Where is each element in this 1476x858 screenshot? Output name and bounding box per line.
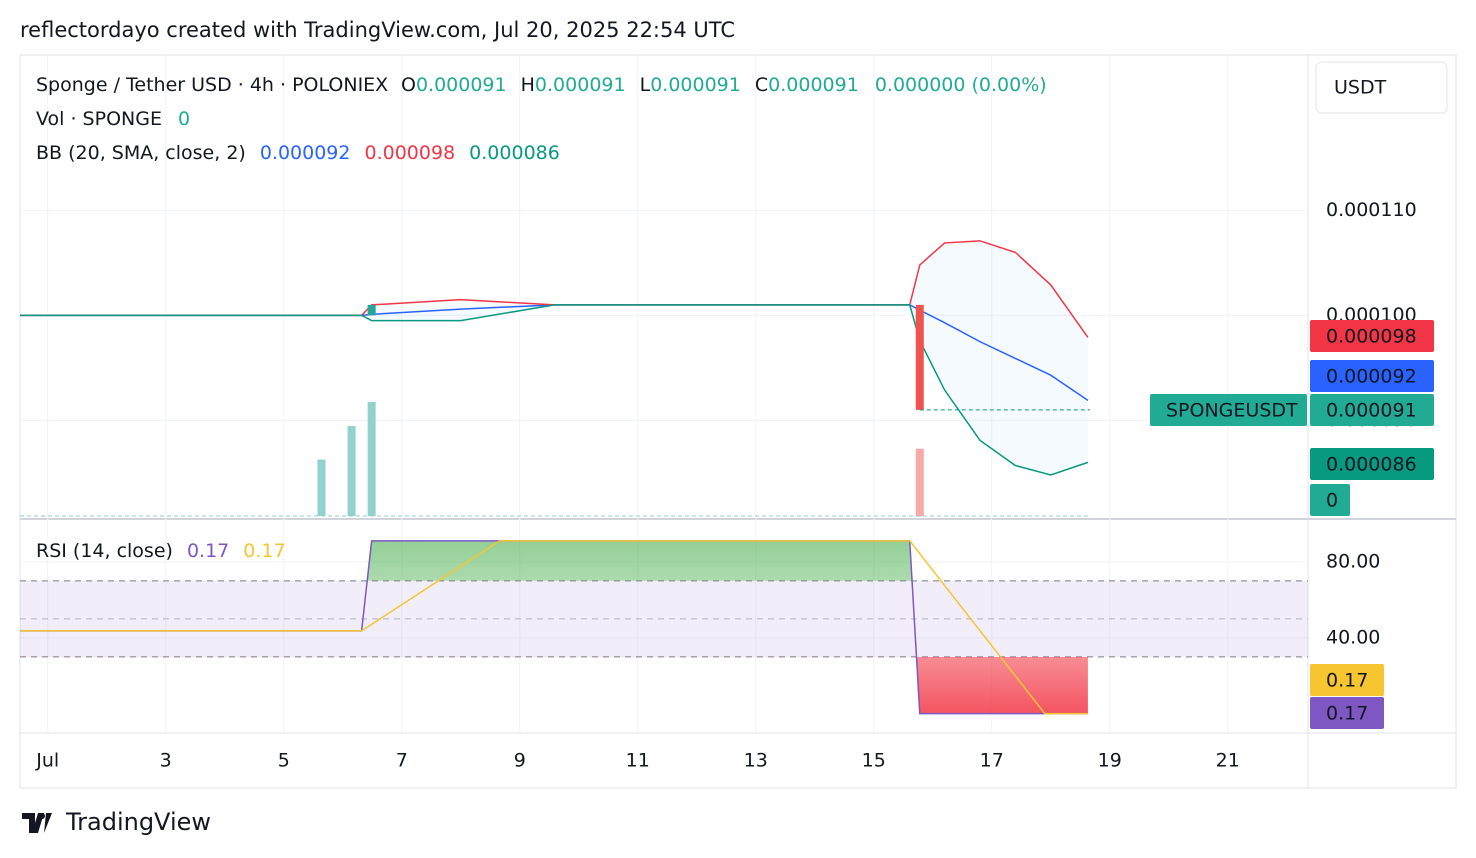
- candle-body: [915, 304, 924, 410]
- legend-item: 0.000092: [260, 142, 351, 164]
- x-tick-label: Jul: [35, 750, 59, 772]
- volume-tag: 0: [1326, 490, 1338, 512]
- legend-item: Sponge / Tether USD · 4h · POLONIEX: [36, 74, 388, 96]
- x-tick-label: 9: [514, 750, 526, 772]
- x-tick-label: 19: [1098, 750, 1122, 772]
- legend-item: 0.17: [187, 540, 229, 562]
- chart-frame: [19, 54, 1457, 789]
- bb-lower-tag: 0.000086: [1326, 454, 1417, 476]
- y-tick-label: 40.00: [1326, 626, 1380, 648]
- rsi-ma-tag-bg: [1310, 664, 1384, 696]
- logo-text: TradingView: [65, 808, 211, 836]
- candle-body: [367, 304, 376, 316]
- volume-bar: [915, 448, 924, 516]
- legend-item: 0.000000 (0.00%): [875, 74, 1047, 96]
- legend: RSI (14, close) 0.17 0.17: [36, 540, 286, 562]
- legend-item: 0.000086: [469, 142, 560, 164]
- legend-item: 0.000091: [416, 74, 507, 96]
- legend-item: 0.000091: [535, 74, 626, 96]
- legend-item: H: [521, 74, 535, 96]
- legend-item: 0.000091: [768, 74, 859, 96]
- legend-item: 0.000091: [650, 74, 741, 96]
- rsi-ma-tag: 0.17: [1326, 670, 1368, 692]
- legend-item: 0: [178, 108, 190, 130]
- bb-basis-tag: 0.000092: [1326, 366, 1417, 388]
- legend-item: 0.000098: [365, 142, 456, 164]
- symbol-tag: SPONGEUSDT: [1166, 400, 1298, 422]
- currency-label[interactable]: USDT: [1334, 77, 1387, 99]
- y-tick-label: 80.00: [1326, 550, 1380, 572]
- volume-bar: [367, 402, 376, 516]
- currency-button[interactable]: [1315, 61, 1448, 114]
- x-tick-label: 17: [980, 750, 1004, 772]
- x-tick-label: 5: [278, 750, 290, 772]
- legend-item: L: [640, 74, 651, 96]
- bb-line: [20, 304, 1089, 476]
- bb-lower-tag-bg: [1310, 448, 1434, 480]
- legend-item: BB (20, SMA, close, 2): [36, 142, 246, 164]
- x-tick-label: 21: [1216, 750, 1240, 772]
- price-tag-bg: [1310, 394, 1434, 426]
- legend-item: O: [401, 74, 416, 96]
- legend: BB (20, SMA, close, 2) 0.000092 0.000098 0.…: [36, 142, 560, 164]
- logo-dot: [39, 813, 45, 819]
- rsi-tag: 0.17: [1326, 703, 1368, 725]
- bb-fill: [20, 240, 1088, 475]
- bb-basis-tag-bg: [1310, 360, 1434, 392]
- bb-upper-tag: 0.000098: [1326, 326, 1417, 348]
- rsi-line: [20, 540, 1088, 715]
- legend-item: C: [755, 74, 768, 96]
- x-tick-label: 13: [744, 750, 768, 772]
- x-tick-label: 7: [396, 750, 408, 772]
- legend-item: 0.17: [243, 540, 285, 562]
- volume-tag-bg: [1310, 484, 1350, 516]
- attribution: reflectordayo created with TradingView.c…: [20, 18, 735, 42]
- volume-bar: [347, 426, 356, 516]
- rsi-tag-bg: [1310, 697, 1384, 729]
- legend-item: RSI (14, close): [36, 540, 173, 562]
- x-tick-label: 15: [862, 750, 886, 772]
- bb-upper-tag-bg: [1310, 320, 1434, 352]
- legend: Vol · SPONGE 0: [36, 108, 190, 130]
- rsi-overbought-fill: [20, 540, 1088, 581]
- logo-icon: [22, 813, 52, 833]
- legend: Sponge / Tether USD · 4h · POLONIEX O0.00…: [36, 74, 1047, 96]
- legend-item: Vol · SPONGE: [36, 108, 162, 130]
- symbol-tag-bg: [1150, 394, 1307, 426]
- volume-bar: [317, 459, 326, 516]
- y-tick-label: 0.000110: [1326, 199, 1417, 221]
- x-tick-label: 3: [160, 750, 172, 772]
- rsi-oversold-fill: [20, 656, 1088, 714]
- price-tag: 0.000091: [1326, 400, 1417, 422]
- x-tick-label: 11: [626, 750, 650, 772]
